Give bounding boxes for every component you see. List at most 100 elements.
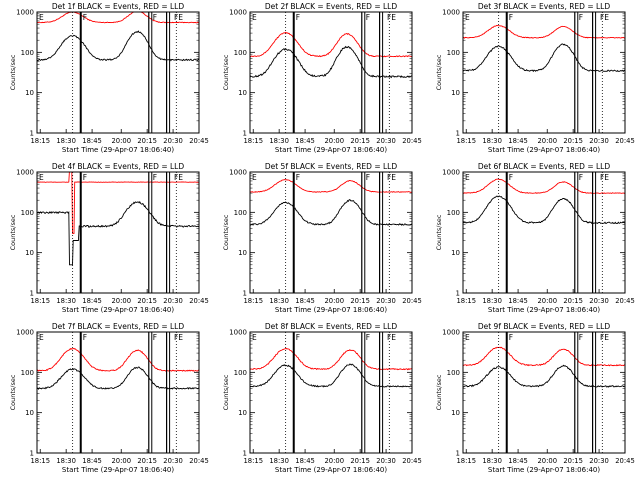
lld-series-line	[37, 172, 199, 234]
x-axis-label: Start Time (29-Apr-07 18:06:40)	[62, 146, 174, 154]
events-series-line	[37, 30, 199, 62]
x-tick-label: 20:00	[537, 137, 557, 145]
lld-series-line	[37, 12, 199, 24]
x-tick-label: 18:30	[482, 297, 502, 305]
panel-title: Det 1f BLACK = Events, RED = LLD	[52, 2, 185, 11]
marker-label-f: F	[296, 333, 300, 342]
marker-label-f: F	[579, 173, 583, 182]
panel-title: Det 9f BLACK = Events, RED = LLD	[478, 322, 611, 331]
y-tick-label: 10	[451, 409, 460, 417]
marker-label-fe: FE	[387, 333, 396, 342]
y-tick-label: 10	[25, 249, 34, 257]
y-tick-label: 1000	[442, 9, 460, 17]
x-tick-label: 18:30	[482, 137, 502, 145]
x-axis-label: Start Time (29-Apr-07 18:06:40)	[488, 306, 600, 314]
marker-label-e: E	[465, 13, 470, 22]
y-tick-label: 100	[447, 369, 460, 377]
marker-label-e: E	[39, 173, 44, 182]
panel-title: Det 5f BLACK = Events, RED = LLD	[265, 162, 398, 171]
panel-det-5: Det 5f BLACK = Events, RED = LLD Counts/s…	[222, 162, 422, 314]
x-tick-label: 18:45	[82, 137, 102, 145]
lld-series-line	[250, 178, 412, 193]
marker-label-f: F	[296, 13, 300, 22]
plot-frame	[462, 331, 626, 454]
marker-label-fe: FE	[600, 173, 609, 182]
x-tick-label: 20:30	[376, 137, 396, 145]
y-axis-label: Counts/sec	[222, 374, 230, 410]
x-axis-label: Start Time (29-Apr-07 18:06:40)	[488, 466, 600, 474]
panel-det-1: Det 1f BLACK = Events, RED = LLD Counts/s…	[9, 2, 209, 154]
marker-label-fe: FE	[387, 13, 396, 22]
x-tick-label: 18:30	[56, 137, 76, 145]
x-tick-label: 20:00	[537, 297, 557, 305]
x-tick-label: 20:15	[350, 457, 370, 465]
x-tick-label: 20:15	[137, 457, 157, 465]
y-tick-label: 100	[21, 209, 34, 217]
panel-det-6: Det 6f BLACK = Events, RED = LLD Counts/s…	[435, 162, 635, 314]
x-tick-label: 18:45	[82, 297, 102, 305]
marker-label-f: F	[153, 333, 157, 342]
x-tick-label: 18:45	[508, 137, 528, 145]
y-tick-label: 10	[238, 89, 247, 97]
x-tick-label: 18:45	[295, 457, 315, 465]
marker-label-f: F	[153, 173, 157, 182]
x-tick-label: 20:30	[163, 457, 183, 465]
panel-det-2: Det 2f BLACK = Events, RED = LLD Counts/s…	[222, 2, 422, 154]
events-series-line	[250, 199, 412, 226]
lld-series-line	[463, 346, 625, 367]
y-axis-label: Counts/sec	[435, 374, 443, 410]
x-tick-label: 20:00	[111, 137, 131, 145]
x-tick-label: 20:30	[589, 457, 609, 465]
x-tick-label: 20:45	[189, 457, 209, 465]
x-tick-label: 18:15	[30, 137, 50, 145]
y-tick-label: 1000	[442, 329, 460, 337]
x-tick-label: 20:45	[402, 457, 422, 465]
marker-label-fe: FE	[174, 13, 183, 22]
x-tick-label: 18:15	[30, 457, 50, 465]
x-tick-label: 20:00	[324, 137, 344, 145]
x-tick-label: 20:30	[163, 297, 183, 305]
y-tick-label: 1	[30, 450, 34, 458]
marker-label-f: F	[83, 173, 87, 182]
panel-det-4: Det 4f BLACK = Events, RED = LLD Counts/s…	[9, 162, 209, 314]
marker-label-e: E	[465, 333, 470, 342]
x-tick-label: 20:00	[324, 297, 344, 305]
y-tick-label: 10	[451, 249, 460, 257]
panel-title: Det 4f BLACK = Events, RED = LLD	[52, 162, 185, 171]
panel-title: Det 8f BLACK = Events, RED = LLD	[265, 322, 398, 331]
events-series-line	[463, 43, 625, 73]
x-tick-label: 18:45	[82, 457, 102, 465]
x-tick-label: 18:30	[56, 297, 76, 305]
x-tick-label: 18:45	[295, 137, 315, 145]
plot-frame	[36, 171, 200, 294]
x-tick-label: 20:45	[402, 297, 422, 305]
y-tick-label: 1	[243, 450, 247, 458]
x-tick-label: 18:30	[269, 457, 289, 465]
x-axis-label: Start Time (29-Apr-07 18:06:40)	[275, 466, 387, 474]
marker-label-f: F	[509, 333, 513, 342]
marker-label-f: F	[579, 333, 583, 342]
y-tick-label: 1000	[229, 169, 247, 177]
x-tick-label: 20:45	[615, 297, 635, 305]
marker-label-f: F	[366, 13, 370, 22]
y-axis-label: Counts/sec	[9, 374, 17, 410]
marker-label-f: F	[509, 13, 513, 22]
x-tick-label: 20:15	[563, 297, 583, 305]
panel-title: Det 6f BLACK = Events, RED = LLD	[478, 162, 611, 171]
x-tick-label: 18:45	[295, 297, 315, 305]
x-tick-label: 20:15	[350, 137, 370, 145]
marker-label-f: F	[579, 13, 583, 22]
y-tick-label: 10	[238, 409, 247, 417]
x-tick-label: 18:15	[243, 297, 263, 305]
x-tick-label: 18:15	[456, 457, 476, 465]
marker-label-e: E	[252, 13, 257, 22]
x-tick-label: 20:15	[137, 297, 157, 305]
x-tick-label: 20:00	[111, 297, 131, 305]
panel-det-8: Det 8f BLACK = Events, RED = LLD Counts/s…	[222, 322, 422, 474]
lld-series-line	[250, 347, 412, 371]
y-tick-label: 100	[21, 49, 34, 57]
plot-frame	[36, 331, 200, 454]
y-tick-label: 100	[234, 369, 247, 377]
x-tick-label: 20:15	[350, 297, 370, 305]
